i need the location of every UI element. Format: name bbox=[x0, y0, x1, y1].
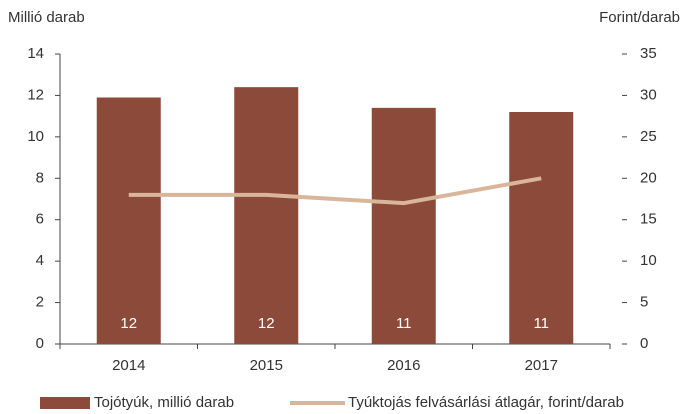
y-tick-label: 12 bbox=[27, 86, 44, 103]
y2-tick-label: 15 bbox=[640, 211, 657, 228]
y-tick-label: 2 bbox=[36, 294, 44, 311]
y2-tick-label: 5 bbox=[640, 294, 648, 311]
y2-tick-label: 35 bbox=[640, 45, 657, 62]
y-tick-label: 6 bbox=[36, 211, 44, 228]
y2-axis-title: Forint/darab bbox=[599, 9, 680, 26]
bar-value-label: 12 bbox=[120, 315, 137, 332]
bar bbox=[234, 87, 299, 345]
x-tick-label: 2016 bbox=[387, 357, 420, 374]
y-tick-label: 0 bbox=[36, 335, 44, 352]
y2-tick-label: 30 bbox=[640, 86, 657, 103]
bar-value-label: 11 bbox=[396, 315, 412, 332]
legend-label: Tyúktojás felvásárlási átlagár, forint/d… bbox=[348, 394, 624, 411]
y2-tick-label: 10 bbox=[640, 252, 657, 269]
bar bbox=[96, 97, 161, 344]
y-tick-label: 14 bbox=[27, 45, 44, 62]
y-tick-label: 8 bbox=[36, 169, 44, 186]
line-series bbox=[128, 176, 542, 206]
legend-swatch bbox=[40, 397, 90, 409]
y2-tick-label: 25 bbox=[640, 128, 657, 145]
bar bbox=[371, 107, 436, 344]
y-tick-label: 10 bbox=[27, 128, 44, 145]
legend-label: Tojótyúk, millió darab bbox=[94, 394, 234, 411]
y-axis-title: Millió darab bbox=[8, 9, 85, 26]
y-tick-label: 4 bbox=[36, 252, 44, 269]
bar bbox=[509, 112, 574, 344]
x-tick-label: 2017 bbox=[525, 357, 558, 374]
bar-value-label: 11 bbox=[533, 315, 549, 332]
x-tick-label: 2015 bbox=[250, 357, 283, 374]
y2-tick-label: 20 bbox=[640, 169, 657, 186]
bar-value-label: 12 bbox=[258, 315, 275, 332]
x-tick-label: 2014 bbox=[112, 357, 145, 374]
y2-tick-label: 0 bbox=[640, 335, 648, 352]
